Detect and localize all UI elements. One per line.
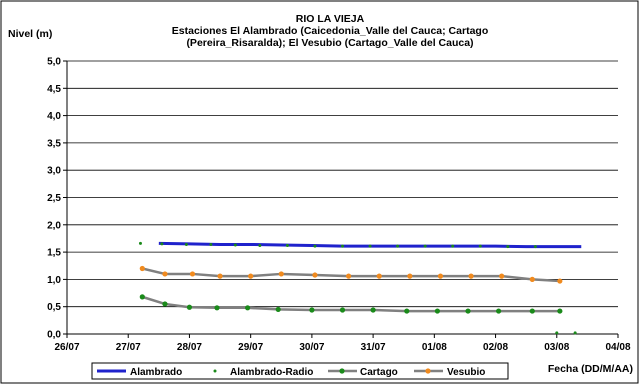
legend-label-alambrado: Alambrado	[130, 367, 182, 378]
series-point-alambrado-radio	[506, 245, 510, 249]
series-point-alambrado-radio	[313, 244, 317, 248]
series-point-alambrado-radio	[184, 242, 188, 246]
series-point-vesubio	[248, 273, 254, 279]
legend-box	[91, 362, 509, 380]
x-tick-label: 03/08	[544, 342, 569, 353]
series-point-cartago	[529, 308, 535, 314]
legend-swatch-cartago-marker	[339, 368, 345, 374]
series-point-cartago	[275, 306, 281, 313]
series-point-alambrado-radio	[258, 244, 262, 248]
x-tick-label: 27/07	[116, 342, 141, 353]
chart-title-line-2: Estaciones El Alambrado (Caicedonia_Vall…	[172, 25, 488, 37]
y-tick-label: 2,5	[47, 193, 61, 204]
series-line-alambrado	[158, 241, 582, 249]
series-point-alambrado-radio	[233, 243, 237, 247]
legend: Alambrado Alambrado-Radio Cartago Vesubi…	[91, 362, 509, 380]
series-point-vesubio	[468, 273, 474, 279]
series-point-cartago	[404, 308, 410, 314]
series-point-vesubio	[529, 276, 535, 282]
x-tick-label: 29/07	[238, 342, 263, 353]
x-tick-label: 04/08	[605, 342, 630, 353]
series-point-vesubio	[499, 273, 505, 279]
series-point-vesubio	[557, 278, 563, 284]
series-point-alambrado-radio	[478, 244, 482, 248]
series-point-alambrado-radio	[396, 244, 400, 248]
series-point-vesubio	[162, 271, 168, 277]
series-point-vesubio	[189, 271, 196, 277]
series-point-alambrado-radio	[368, 244, 372, 248]
series-point-cartago	[557, 308, 563, 314]
chart-title-line-1: RIO LA VIEJA	[296, 13, 365, 25]
x-tick-label: 28/07	[177, 342, 202, 353]
y-tick-label: 2,0	[47, 220, 61, 231]
series-point-vesubio	[346, 273, 352, 279]
series-point-vesubio	[278, 271, 284, 277]
x-tick-label: 26/07	[54, 342, 79, 353]
x-tick-label: 01/08	[422, 342, 447, 353]
y-tick-label: 1,0	[47, 275, 61, 286]
series-point-alambrado-radio	[573, 331, 577, 335]
series-point-alambrado-radio	[341, 244, 344, 248]
legend-label-vesubio: Vesubio	[447, 367, 485, 378]
series-point-vesubio	[312, 272, 318, 278]
y-tick-label: 1,5	[47, 248, 61, 259]
series-point-alambrado-radio	[285, 244, 289, 248]
series-point-alambrado-radio	[138, 241, 142, 245]
series-point-cartago	[434, 308, 440, 314]
series-point-vesubio	[437, 273, 444, 279]
series-point-alambrado-radio	[209, 242, 213, 246]
series-point-alambrado-radio	[160, 242, 164, 246]
series-point-cartago	[245, 305, 251, 311]
y-axis-label: Nivel (m)	[8, 28, 52, 40]
series-point-alambrado-radio	[555, 331, 559, 335]
series-point-cartago	[339, 307, 346, 313]
y-tick-label: 4,0	[47, 111, 61, 122]
series-point-cartago	[214, 305, 220, 311]
series-point-cartago	[370, 307, 376, 313]
legend-label-cartago: Cartago	[360, 367, 398, 378]
legend-swatch-vesubio-marker	[425, 368, 431, 374]
legend-label-alambrado-radio: Alambrado-Radio	[230, 367, 313, 378]
y-tick-label: 5,0	[47, 57, 61, 68]
y-tick-label: 4,5	[47, 84, 61, 95]
series-point-cartago	[465, 308, 471, 314]
series-point-cartago	[139, 294, 145, 300]
y-tick-label: 0,5	[47, 302, 61, 313]
plot-area: 0,0 0,5 1,0 1,5 2,0 2,5 3,0 3,5 4,0 4,5 5,0 26/07 27…	[47, 57, 631, 354]
series-point-alambrado-radio	[423, 244, 427, 248]
x-tick-label: 02/08	[483, 342, 508, 353]
legend-swatch-alambrado-radio	[213, 369, 217, 373]
x-tick-label: 30/07	[299, 342, 324, 353]
x-tick-label: 31/07	[361, 342, 386, 353]
chart-title-line-3: (Pereira_Risaralda); El Vesubio (Cartago…	[186, 37, 473, 49]
series-point-vesubio	[139, 265, 145, 272]
series-point-vesubio	[407, 273, 413, 279]
series-point-cartago	[162, 301, 168, 307]
y-tick-label: 0,0	[47, 330, 61, 341]
y-tick-label: 3,5	[47, 138, 61, 149]
series-point-cartago	[309, 307, 315, 313]
series-point-cartago	[186, 304, 193, 310]
y-tick-label: 3,0	[47, 166, 61, 177]
series-point-vesubio	[376, 273, 382, 279]
series-point-alambrado-radio	[533, 245, 537, 249]
x-axis-label: Fecha (DD/M/AA)	[548, 363, 633, 375]
series-point-vesubio	[217, 273, 223, 279]
series-point-alambrado-radio	[451, 244, 455, 248]
series-point-cartago	[496, 308, 502, 314]
